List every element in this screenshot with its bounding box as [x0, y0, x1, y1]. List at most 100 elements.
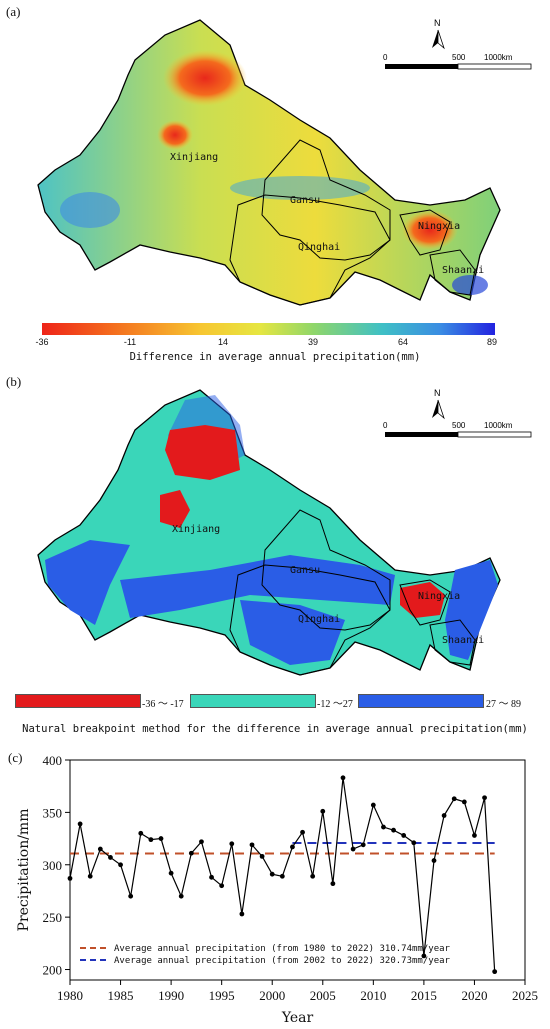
north-label: N — [434, 388, 441, 398]
x-tick-label: 2005 — [310, 988, 336, 1003]
y-tick-label: 300 — [43, 858, 63, 873]
region-label: Qinghai — [298, 242, 340, 253]
natural-breakpoint-map: Xinjiang Gansu Qinghai Ningxia Shaanxi N… — [37, 388, 532, 676]
class-swatch — [15, 694, 141, 708]
data-point — [128, 893, 134, 899]
data-point — [350, 846, 356, 852]
scale-label: 1000km — [484, 421, 513, 430]
data-point — [97, 846, 103, 852]
panel-c-label: (c) — [8, 750, 23, 765]
data-point — [360, 842, 366, 848]
x-tick-label: 1990 — [158, 988, 184, 1003]
data-point — [158, 836, 164, 841]
data-point — [168, 870, 174, 876]
data-point — [472, 833, 477, 838]
colorbar — [42, 323, 495, 335]
data-point — [269, 871, 275, 877]
data-point — [108, 855, 113, 860]
region-label: Shaanxi — [442, 265, 484, 276]
y-tick-label: 250 — [43, 910, 63, 925]
north-arrow-icon: N — [432, 18, 445, 50]
hotspot — [400, 582, 445, 618]
hotspot — [160, 490, 190, 528]
data-point — [310, 873, 316, 879]
colorbar-tick: 39 — [307, 337, 319, 347]
y-axis-title: Precipitation/mm — [16, 809, 32, 932]
region-label: Gansu — [290, 195, 320, 206]
region-label: Ningxia — [418, 591, 460, 602]
data-point — [441, 813, 447, 818]
data-point — [482, 795, 487, 801]
data-point — [209, 874, 214, 880]
data-point — [199, 839, 204, 845]
data-point — [118, 862, 123, 868]
data-point — [340, 775, 346, 781]
data-point — [492, 969, 498, 975]
region-label: Qinghai — [298, 614, 340, 625]
colorbar-tick: 89 — [486, 337, 498, 347]
class-legend-title: Natural breakpoint method for the differ… — [22, 723, 528, 735]
precipitation-line-chart: 200 250 300 350 400 1980 1985 1990 1995 2000 2005 2… — [16, 753, 538, 1026]
scale-label: 500 — [452, 53, 466, 62]
data-point — [461, 799, 467, 805]
scale-label: 500 — [452, 421, 466, 430]
data-point — [259, 853, 265, 859]
data-point — [421, 953, 427, 959]
data-point — [431, 858, 437, 863]
data-point — [320, 808, 326, 814]
data-point — [391, 827, 396, 833]
scale-label: 1000km — [484, 53, 513, 62]
x-tick-label: 2000 — [259, 988, 285, 1003]
data-point — [330, 881, 336, 887]
class-swatch — [358, 694, 484, 708]
class-swatch — [190, 694, 316, 708]
data-point — [188, 850, 194, 856]
region-label: Gansu — [290, 565, 320, 576]
x-tick-label: 1980 — [57, 988, 83, 1003]
colorbar-title: Difference in average annual precipitati… — [129, 351, 421, 363]
scale-bar: 0 500 1000km — [383, 421, 532, 438]
panel-b-label: (b) — [6, 374, 22, 389]
y-tick-label: 400 — [43, 753, 63, 768]
x-tick-label: 2010 — [360, 988, 386, 1003]
region-label: Shaanxi — [442, 635, 484, 646]
y-tick-label: 350 — [43, 805, 63, 820]
data-point — [77, 821, 83, 827]
class-label: -36 ～ -17 — [142, 699, 184, 710]
legend-label: Average annual precipitation (from 1980 … — [114, 944, 451, 954]
data-point — [148, 837, 154, 843]
data-point — [178, 893, 184, 899]
north-arrow-icon: N — [432, 388, 445, 420]
colorbar-tick: 64 — [397, 337, 409, 347]
panel-a-label: (a) — [6, 4, 21, 19]
map-outline — [37, 19, 501, 306]
class-label: -12 ～27 — [317, 699, 353, 710]
x-tick-label: 2020 — [461, 988, 487, 1003]
data-point — [370, 802, 376, 808]
scale-label: 0 — [383, 53, 388, 62]
x-tick-label: 2015 — [411, 988, 437, 1003]
data-point — [138, 830, 144, 836]
colorbar-tick: -36 — [35, 337, 49, 347]
scale-bar: 0 500 1000km — [383, 53, 532, 70]
data-point — [229, 841, 235, 847]
colorbar-tick: 14 — [217, 337, 229, 347]
plot-frame — [69, 759, 526, 981]
precipitation-difference-map: Xinjiang Gansu Qinghai Ningxia Shaanxi N… — [37, 18, 532, 306]
x-axis-title: Year — [281, 1010, 314, 1026]
data-point — [381, 824, 386, 830]
x-tick-label: 1985 — [108, 988, 134, 1003]
region-label: Ningxia — [418, 221, 460, 232]
region-label: Xinjiang — [170, 152, 218, 163]
north-label: N — [434, 18, 441, 28]
x-tick-label: 2025 — [512, 988, 538, 1003]
data-point — [279, 873, 285, 879]
region-label: Xinjiang — [172, 524, 220, 535]
data-point — [451, 796, 457, 802]
colorbar-tick: -11 — [123, 337, 137, 347]
data-point — [401, 833, 407, 838]
data-point — [87, 873, 93, 879]
data-point — [300, 829, 305, 835]
data-point — [219, 883, 225, 889]
class-label: 27 ～ 89 — [486, 699, 521, 710]
